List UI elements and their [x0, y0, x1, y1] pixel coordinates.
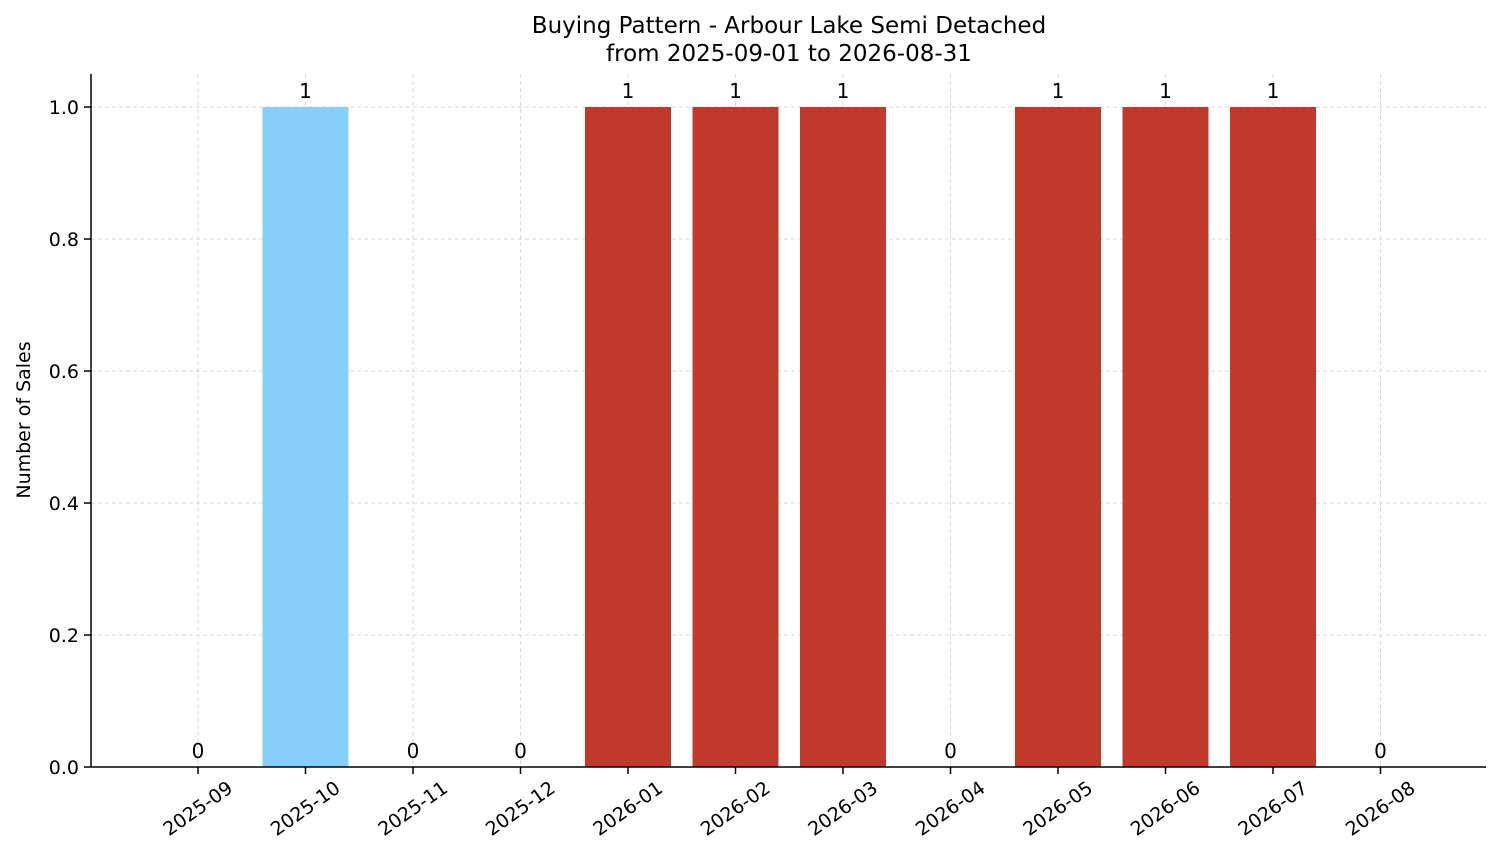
chart-title-line-2: from 2025-09-01 to 2026-08-31 — [606, 41, 972, 67]
bar — [800, 107, 886, 767]
y-tick-label: 0.8 — [49, 229, 79, 251]
x-tick-label: 2026-01 — [589, 777, 667, 841]
y-axis-label: Number of Sales — [13, 341, 35, 498]
bar — [585, 107, 671, 767]
y-tick-label: 0.2 — [49, 625, 79, 647]
y-tick-label: 1.0 — [49, 97, 79, 119]
y-tick-label: 0.4 — [49, 493, 79, 515]
bar-value-label: 0 — [192, 739, 205, 763]
x-tick-label: 2025-10 — [267, 777, 345, 841]
bar-value-label: 1 — [1052, 79, 1065, 103]
bar-value-label: 0 — [1374, 739, 1387, 763]
x-tick-label: 2025-09 — [159, 777, 237, 841]
bar — [1015, 107, 1101, 767]
bar-value-label: 0 — [944, 739, 957, 763]
x-tick-label: 2026-03 — [804, 777, 882, 841]
x-tick-label: 2026-07 — [1234, 777, 1312, 841]
bar-value-label: 1 — [729, 79, 742, 103]
x-tick-label: 2025-12 — [482, 777, 560, 841]
x-tick-label: 2026-08 — [1342, 777, 1420, 841]
x-tick-label: 2026-05 — [1019, 777, 1097, 841]
x-tick-label: 2026-06 — [1127, 777, 1205, 841]
x-tick-label: 2026-02 — [697, 777, 775, 841]
bar-value-label: 1 — [1159, 79, 1172, 103]
x-tick-label: 2026-04 — [912, 777, 990, 841]
bar-value-label: 1 — [299, 79, 312, 103]
bar-value-label: 0 — [514, 739, 527, 763]
bar — [692, 107, 779, 767]
bar-value-label: 1 — [837, 79, 850, 103]
data-labels: 0 1 0 0 1 1 1 0 1 1 1 0 — [192, 79, 1387, 763]
bar-value-label: 1 — [1267, 79, 1280, 103]
bar-value-label: 0 — [407, 739, 420, 763]
bars — [262, 107, 1316, 767]
bar-value-label: 1 — [622, 79, 635, 103]
bar — [262, 107, 349, 767]
y-tick-label: 0.0 — [49, 757, 79, 779]
bar — [1122, 107, 1209, 767]
chart-title-line-1: Buying Pattern - Arbour Lake Semi Detach… — [532, 13, 1046, 39]
x-tick-label: 2025-11 — [374, 777, 452, 841]
bar — [1230, 107, 1316, 767]
y-tick-label: 0.6 — [49, 361, 79, 383]
